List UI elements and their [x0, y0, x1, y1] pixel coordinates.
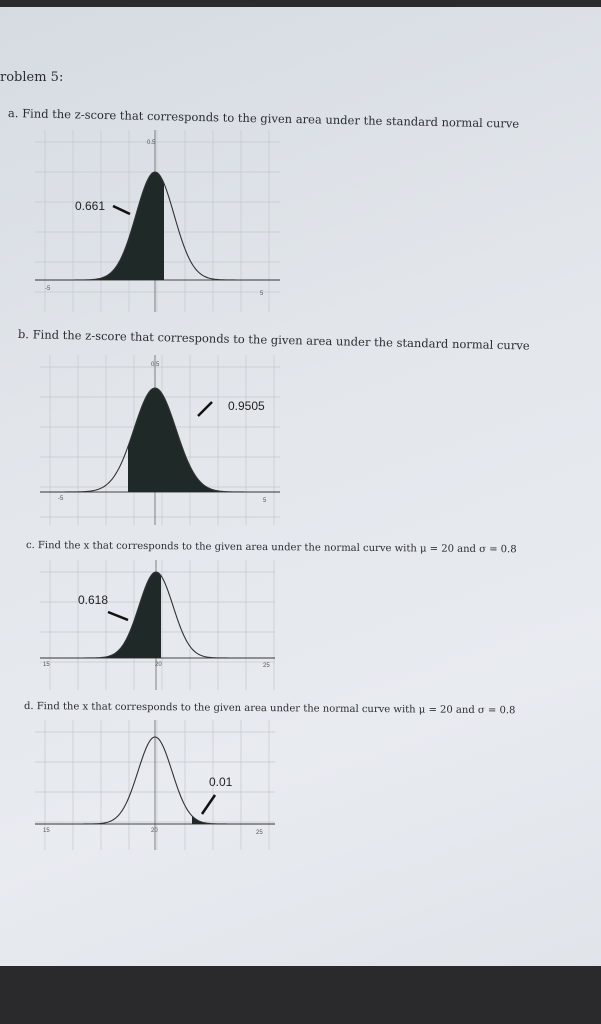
shaded-area: [192, 815, 270, 824]
normal-curve: [35, 171, 280, 281]
tick-label-left: -5: [58, 496, 64, 502]
shaded-area: [128, 388, 222, 492]
graph-d: 0.01 15 25 20: [35, 720, 275, 850]
photo-top-edge: [0, 0, 601, 7]
normal-curve: [35, 736, 275, 825]
area-label: 0.618: [78, 593, 108, 607]
arrow-icon: [200, 794, 217, 815]
shaded-area: [40, 572, 161, 658]
area-label: 0.01: [209, 775, 233, 789]
tick-label-mid: 20: [151, 828, 158, 834]
tick-label-left: -5: [45, 286, 51, 292]
tick-label-top: 0.5: [151, 362, 160, 368]
shaded-area: [35, 172, 164, 280]
tick-label-right: 5: [260, 291, 264, 297]
tick-label-mid: 20: [155, 662, 162, 668]
tick-label-left: 15: [43, 828, 50, 834]
photo-bottom-edge: [0, 966, 601, 1024]
problem-heading: roblem 5:: [0, 70, 64, 85]
normal-curve: [40, 387, 280, 493]
area-label: 0.661: [75, 199, 105, 213]
tick-label-right: 25: [256, 830, 263, 836]
arrow-icon: [197, 401, 213, 417]
tick-label-right: 5: [263, 498, 267, 504]
area-label: 0.9505: [228, 399, 265, 413]
graph-b: 0.9505 -5 5 0.5: [40, 355, 280, 525]
arrow-icon: [107, 610, 129, 622]
graph-a: 0.661 -5 5 0.5: [35, 130, 280, 312]
tick-label-top: 0.5: [147, 140, 156, 146]
arrow-icon: [112, 204, 131, 216]
tick-label-left: 15: [43, 662, 50, 668]
tick-label-right: 25: [263, 663, 270, 669]
graph-c: 0.618 15 25 20: [40, 560, 275, 690]
normal-curve: [40, 571, 275, 659]
